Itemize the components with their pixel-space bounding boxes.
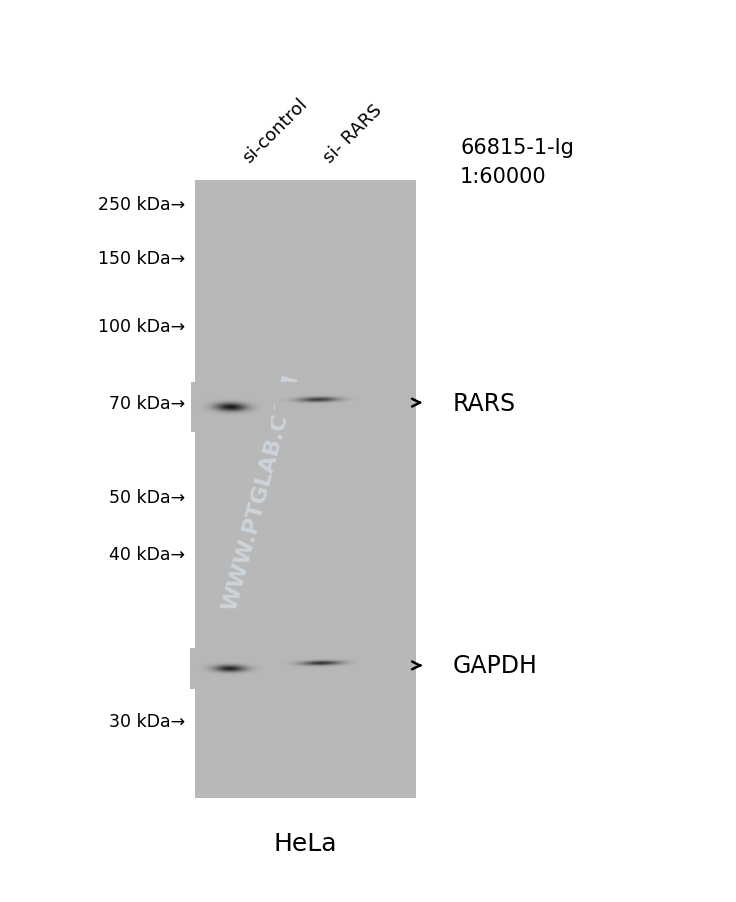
- Text: RARS: RARS: [453, 391, 516, 415]
- Text: WWW.PTGLAB.COM: WWW.PTGLAB.COM: [220, 372, 302, 612]
- Text: si- RARS: si- RARS: [320, 101, 386, 167]
- Bar: [195, 180, 416, 798]
- Text: 50 kDa→: 50 kDa→: [110, 489, 185, 507]
- Text: 70 kDa→: 70 kDa→: [110, 394, 185, 412]
- Text: 66815-1-Ig
1:60000: 66815-1-Ig 1:60000: [460, 138, 574, 187]
- Text: GAPDH: GAPDH: [453, 654, 537, 677]
- Text: 100 kDa→: 100 kDa→: [99, 318, 185, 336]
- Text: 30 kDa→: 30 kDa→: [110, 713, 185, 731]
- Text: si-control: si-control: [239, 96, 311, 167]
- Text: HeLa: HeLa: [274, 832, 337, 855]
- Text: 250 kDa→: 250 kDa→: [99, 196, 185, 214]
- Text: 40 kDa→: 40 kDa→: [110, 546, 185, 564]
- Text: 150 kDa→: 150 kDa→: [99, 250, 185, 268]
